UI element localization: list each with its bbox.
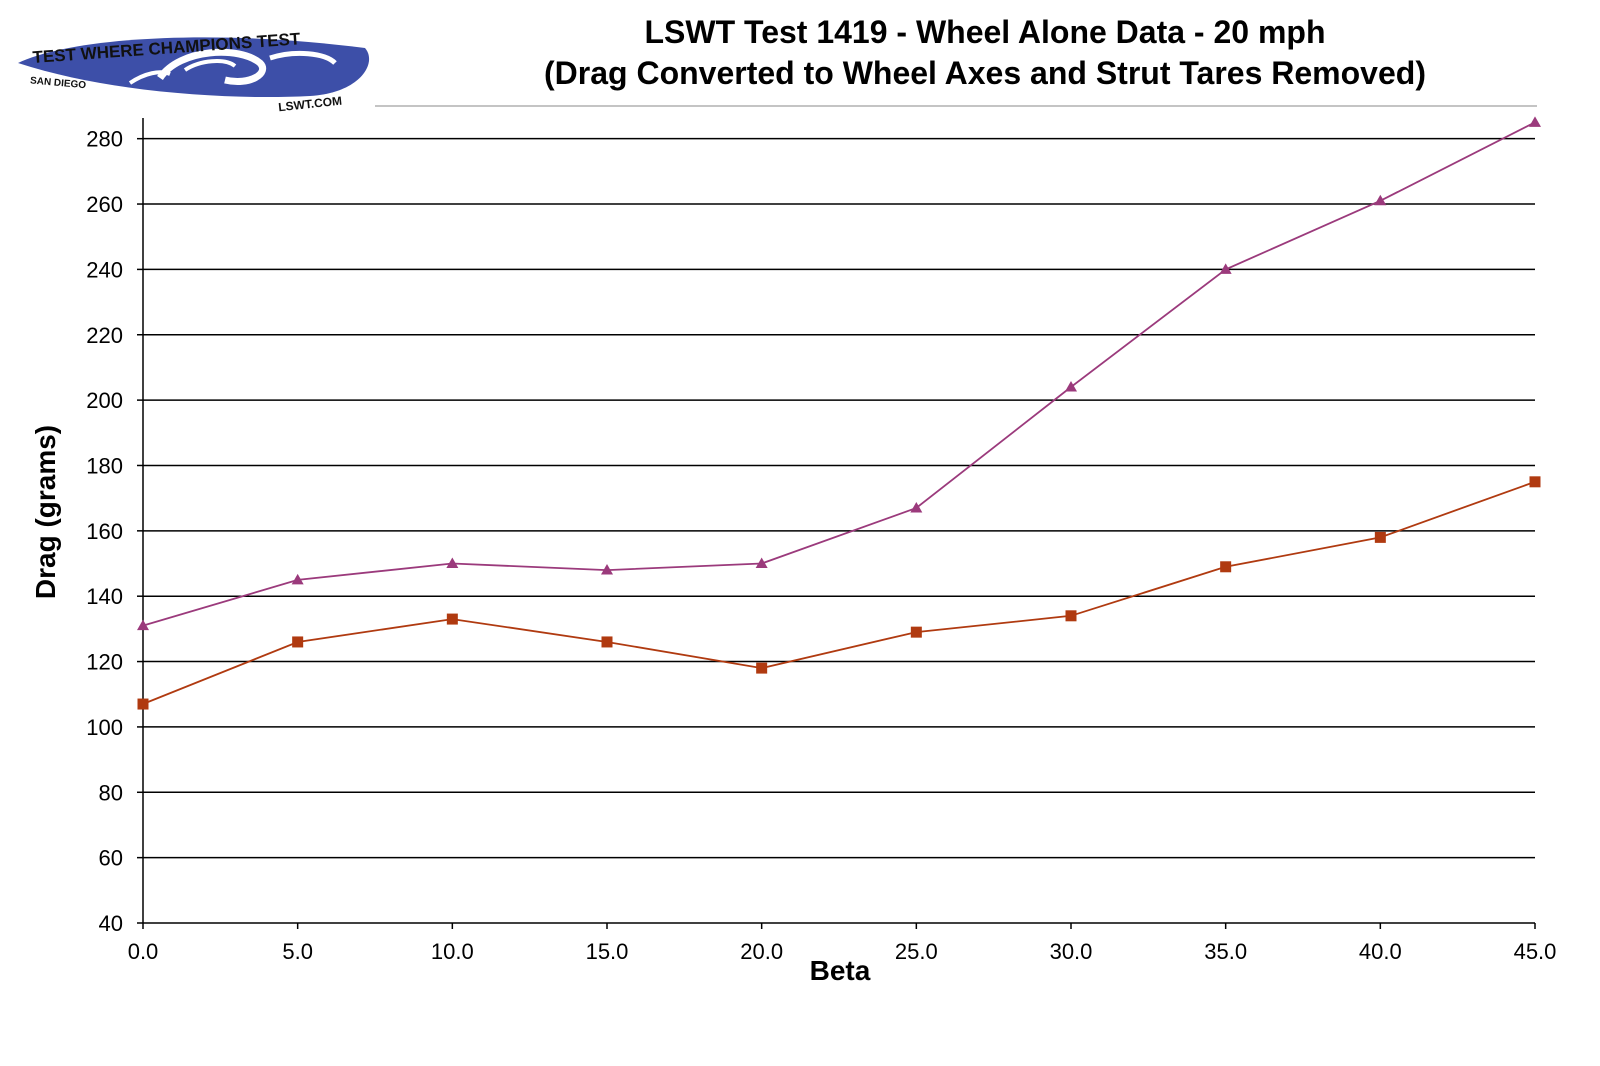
x-tick-label: 30.0 xyxy=(1050,939,1093,964)
series-1-marker-6 xyxy=(1065,610,1077,622)
series-line-1 xyxy=(142,480,1536,705)
series-0-marker-1 xyxy=(291,573,304,585)
series-1-marker-2 xyxy=(446,613,458,625)
series-1-marker-9 xyxy=(1529,476,1541,488)
series-0-marker-5 xyxy=(910,501,923,513)
series-line-0 xyxy=(142,121,1536,627)
lswt-logo: TEST WHERE CHAMPIONS TEST SAN DIEGO LSWT… xyxy=(18,29,370,115)
logo-left-text: SAN DIEGO xyxy=(30,75,87,91)
x-axis-title: Beta xyxy=(810,955,871,986)
x-tick-label: 5.0 xyxy=(282,939,313,964)
series-0-marker-7 xyxy=(1219,263,1232,274)
y-tick-label: 140 xyxy=(86,584,123,609)
y-tick-label: 40 xyxy=(99,911,123,936)
series-1-marker-8 xyxy=(1374,531,1386,543)
x-tick-label: 25.0 xyxy=(895,939,938,964)
x-tick-label: 40.0 xyxy=(1359,939,1402,964)
series-1-marker-0 xyxy=(137,698,149,710)
series-0-marker-4 xyxy=(755,557,768,569)
series-0-marker-2 xyxy=(446,557,459,569)
y-axis-title: Drag (grams) xyxy=(30,425,61,599)
x-tick-label: 45.0 xyxy=(1514,939,1557,964)
x-tick-label: 35.0 xyxy=(1204,939,1247,964)
series-0-marker-9 xyxy=(1529,116,1541,127)
y-tick-label: 160 xyxy=(86,519,123,544)
series-1-marker-1 xyxy=(292,636,304,648)
x-tick-label: 15.0 xyxy=(586,939,629,964)
y-tick-label: 180 xyxy=(86,453,123,478)
y-tick-label: 240 xyxy=(86,257,123,282)
x-tick-label: 20.0 xyxy=(740,939,783,964)
y-tick-label: 100 xyxy=(86,715,123,740)
y-tick-label: 260 xyxy=(86,192,123,217)
series-0-marker-6 xyxy=(1065,381,1077,392)
series-1-marker-5 xyxy=(910,626,922,638)
y-tick-label: 220 xyxy=(86,323,123,348)
y-tick-label: 80 xyxy=(99,780,123,805)
series-1-marker-7 xyxy=(1220,561,1232,573)
x-tick-label: 10.0 xyxy=(431,939,474,964)
series-1-marker-4 xyxy=(756,662,768,674)
logo-right-text: LSWT.COM xyxy=(278,94,343,115)
y-tick-label: 60 xyxy=(99,846,123,871)
chart-title-line-2: (Drag Converted to Wheel Axes and Strut … xyxy=(544,55,1426,91)
series-0-marker-0 xyxy=(137,619,149,631)
y-tick-label: 200 xyxy=(86,388,123,413)
x-tick-label: 0.0 xyxy=(128,939,159,964)
series-0-marker-3 xyxy=(601,564,613,575)
series-1-marker-3 xyxy=(601,636,613,648)
y-tick-label: 280 xyxy=(86,127,123,152)
series-0-marker-8 xyxy=(1374,194,1387,206)
chart-title-line-1: LSWT Test 1419 - Wheel Alone Data - 20 m… xyxy=(644,14,1326,50)
y-tick-label: 120 xyxy=(86,650,123,675)
